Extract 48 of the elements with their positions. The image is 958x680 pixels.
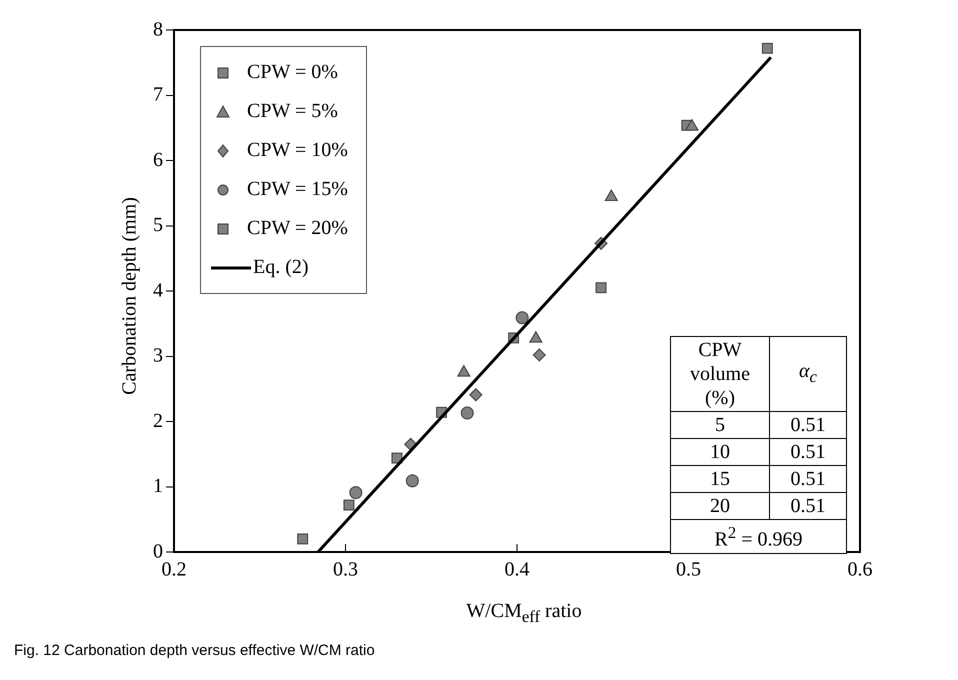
y-tick-label: 8: [153, 18, 163, 40]
y-tick-label: 2: [153, 410, 163, 432]
x-tick-label: 0.3: [333, 558, 358, 580]
x-axis-title: W/CM$_{eff}$ ratio: [465, 600, 583, 627]
annotation: α$_{c}$: [770, 336, 846, 412]
annotation: 5: [670, 412, 770, 439]
point: [460, 406, 474, 420]
point: [469, 388, 482, 402]
caption: Fig. 12 Carbonation depth versus effective W/CM ratio: [14, 642, 375, 659]
point: [685, 119, 698, 131]
point: [529, 331, 542, 343]
x-tick-label: 0.4: [504, 558, 530, 580]
annotation: 15: [670, 466, 770, 493]
y-tick-label: 4: [153, 279, 163, 302]
point: [762, 42, 773, 54]
point: [532, 348, 546, 362]
x-tick-label: 0.2: [162, 558, 186, 580]
legend-label: CPW = 20%: [247, 217, 348, 240]
point: [406, 474, 419, 488]
y-tick-label: 0: [153, 540, 163, 562]
annotation: 10: [670, 438, 770, 466]
annotation: 0.51: [770, 412, 846, 439]
legend-label: CPW = 10%: [247, 139, 348, 162]
legend-label: CPW = 5%: [247, 100, 338, 123]
annotation: 0.51: [770, 438, 846, 466]
point: [349, 486, 362, 500]
annotation: CPW volume (%): [670, 336, 770, 412]
annotation: 20: [670, 492, 770, 520]
point: [343, 500, 354, 510]
x-tick-label: 0.6: [848, 558, 872, 580]
annotation: R$^{2}$ = 0.969: [670, 520, 846, 554]
point: [457, 365, 470, 377]
y-tick-label: 6: [153, 148, 163, 171]
point: [596, 282, 606, 294]
y-tick-label: 7: [153, 84, 163, 106]
y-tick-label: 5: [153, 214, 163, 236]
y-tick-label: 1: [153, 475, 163, 497]
legend-label: CPW = 15%: [247, 178, 348, 201]
point: [516, 311, 529, 324]
y-tick-label: 3: [153, 344, 163, 366]
annotation: 0.51: [770, 466, 846, 493]
point: [604, 190, 618, 202]
annotation: 0.51: [770, 492, 846, 520]
legend-label: Eq. (2): [253, 256, 309, 279]
point: [297, 534, 308, 544]
y-axis-title: Carbonation depth (mm): [118, 197, 142, 395]
x-tick-label: 0.5: [676, 558, 701, 580]
legend-label: CPW = 0%: [247, 61, 338, 84]
